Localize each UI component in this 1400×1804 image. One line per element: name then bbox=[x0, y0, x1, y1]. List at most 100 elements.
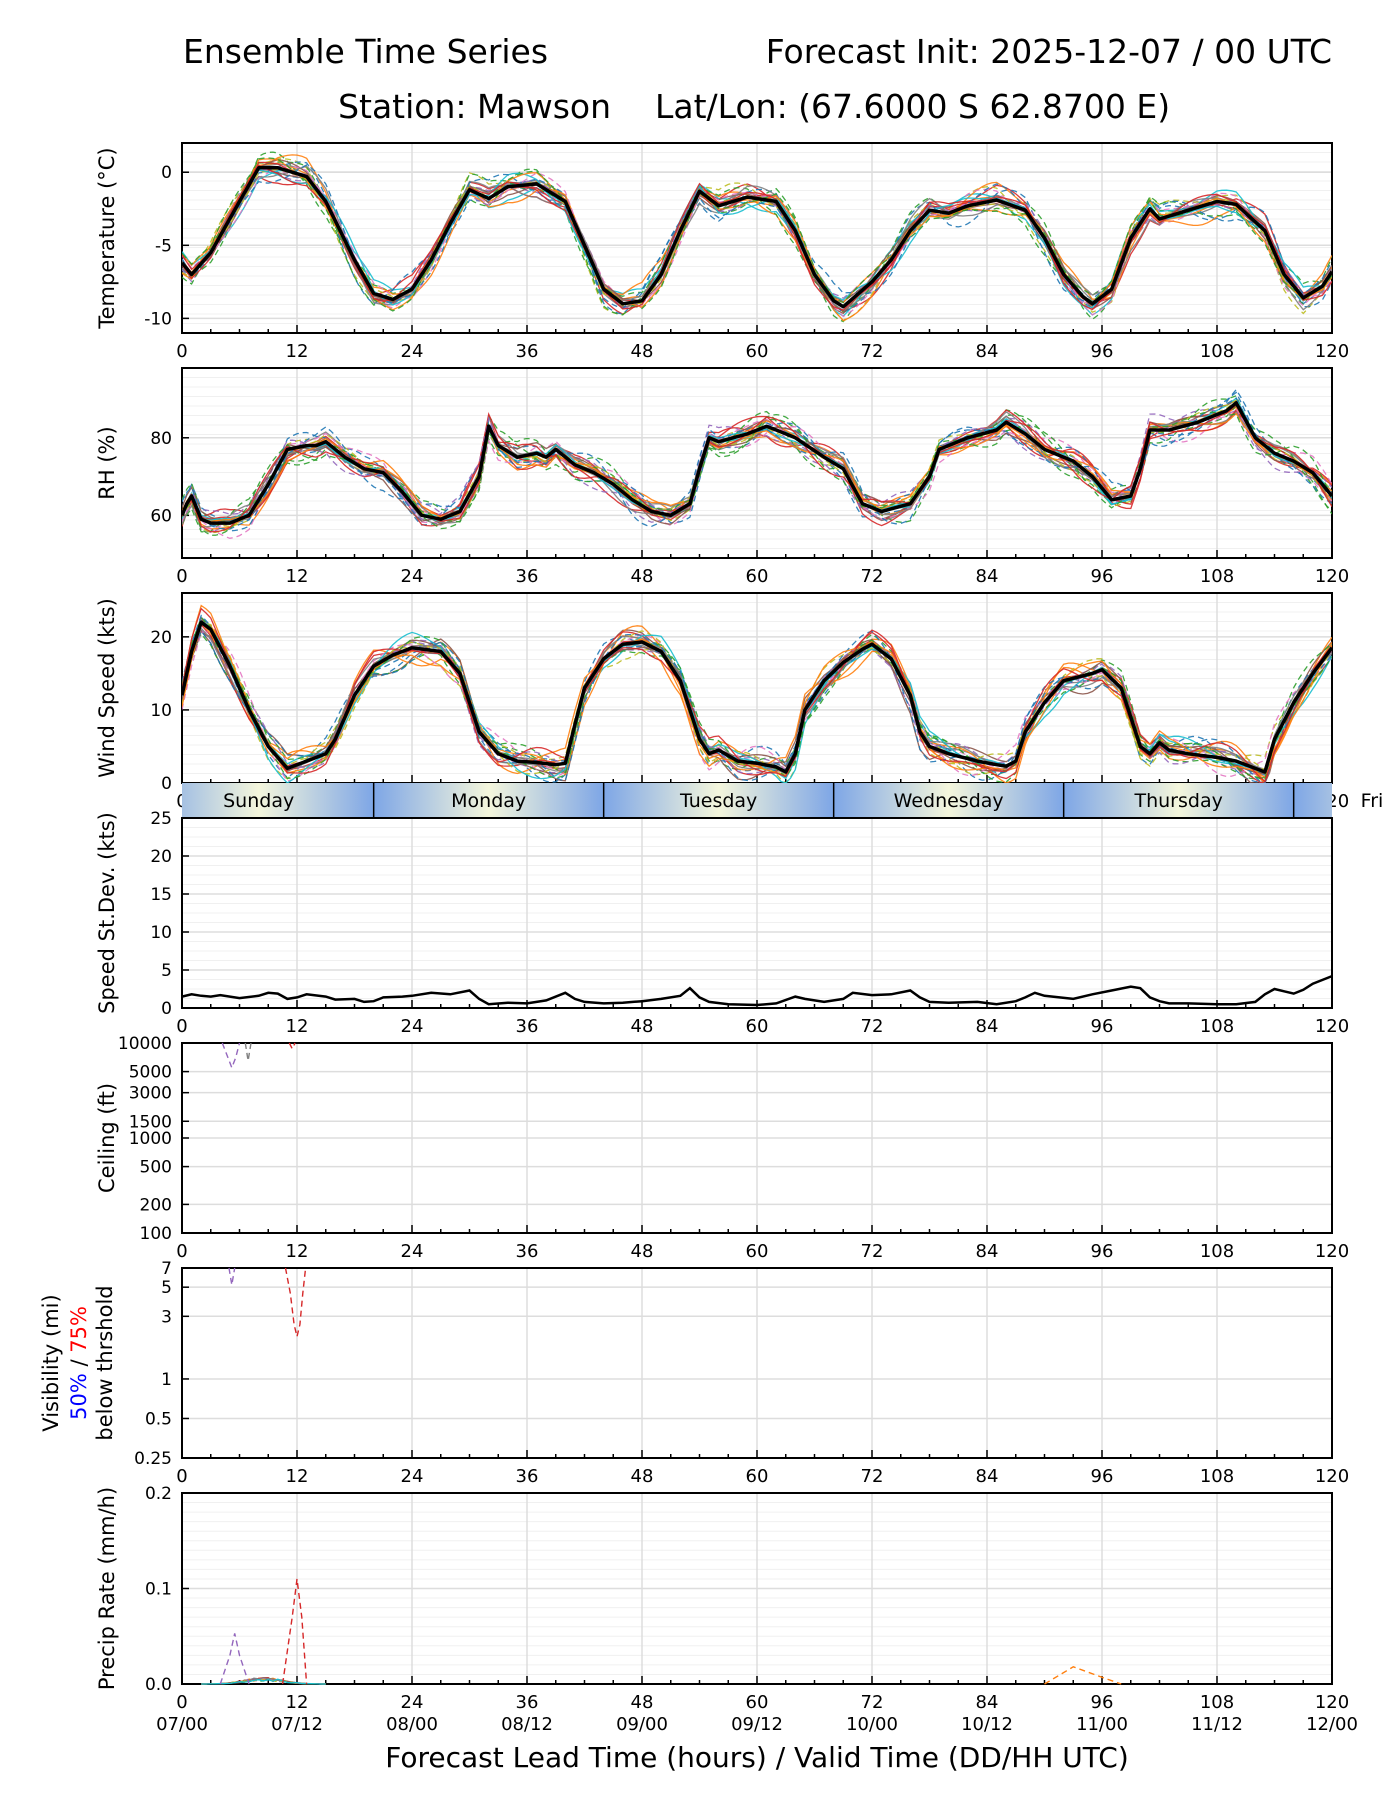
visibility-xtick-label: 108 bbox=[1200, 1466, 1234, 1487]
day-band-cell bbox=[1063, 783, 1294, 818]
ceiling-xtick-label: 0 bbox=[176, 1241, 187, 1262]
visibility-xtick-label: 96 bbox=[1091, 1466, 1114, 1487]
rh-xtick-label: 24 bbox=[401, 566, 424, 587]
wind_speed-member-line bbox=[182, 632, 1332, 783]
temperature-xtick-label: 72 bbox=[861, 341, 884, 362]
temperature-ytick-label: -5 bbox=[155, 236, 172, 256]
visibility-ylabel-pct: 50% / 75% bbox=[67, 1306, 91, 1420]
ceiling-ytick-label: 10000 bbox=[118, 1034, 172, 1054]
rh-ytick-label: 60 bbox=[150, 506, 172, 526]
precip-ytick-label: 0.1 bbox=[145, 1580, 172, 1600]
wind_speed-axes: 0102001224364860728496108120 bbox=[150, 592, 1349, 812]
temperature-xtick-label: 24 bbox=[401, 341, 424, 362]
rh-series bbox=[182, 388, 1332, 539]
latlon-label: Lat/Lon: (67.6000 S 62.8700 E) bbox=[655, 87, 1170, 126]
rh-ylabel: RH (%) bbox=[95, 426, 119, 499]
precip-xdate-label: 10/00 bbox=[846, 1714, 898, 1735]
precip-ylabel: Precip Rate (mm/h) bbox=[95, 1487, 119, 1690]
rh-member-line bbox=[182, 399, 1332, 528]
precip-xdate-label: 12/00 bbox=[1306, 1714, 1358, 1735]
temperature-member-line bbox=[182, 151, 1332, 323]
ceiling-ytick-label: 200 bbox=[140, 1195, 172, 1215]
temperature-ylabel: Temperature (°C) bbox=[95, 147, 119, 329]
precip-spike-line bbox=[219, 1633, 250, 1685]
wind_speed-member-line bbox=[182, 630, 1332, 780]
visibility-ylabel: Visibility (mi) bbox=[39, 1294, 63, 1431]
ceiling-xtick-label: 96 bbox=[1091, 1241, 1114, 1262]
ceiling-xtick-label: 60 bbox=[746, 1241, 769, 1262]
temperature-member-line bbox=[182, 161, 1332, 316]
speed_stdev-xtick-label: 0 bbox=[176, 1016, 187, 1037]
precip-xdate-label: 08/12 bbox=[501, 1714, 553, 1735]
rh-ytick-label: 80 bbox=[150, 429, 172, 449]
ceiling-member-line bbox=[221, 1042, 241, 1070]
visibility-xtick-label: 12 bbox=[286, 1466, 309, 1487]
speed_stdev-xtick-label: 120 bbox=[1315, 1016, 1349, 1037]
ceiling-ytick-label: 500 bbox=[140, 1158, 172, 1178]
rh-xtick-label: 72 bbox=[861, 566, 884, 587]
speed_stdev-xtick-label: 48 bbox=[631, 1016, 654, 1037]
station-label: Station: Mawson bbox=[338, 87, 611, 126]
speed_stdev-xtick-label: 72 bbox=[861, 1016, 884, 1037]
precip-xdate-label: 11/00 bbox=[1076, 1714, 1128, 1735]
ceiling-ytick-label: 5000 bbox=[129, 1063, 172, 1083]
day-band-cell bbox=[603, 783, 834, 818]
day-label-sunday: Sunday bbox=[223, 790, 294, 812]
visibility-ytick-label: 5 bbox=[161, 1278, 172, 1298]
temperature-xtick-label: 108 bbox=[1200, 341, 1234, 362]
precip-xtick-label: 120 bbox=[1315, 1692, 1349, 1713]
visibility-member-line bbox=[284, 1267, 307, 1337]
precip-xdate-label: 08/00 bbox=[386, 1714, 438, 1735]
rh-member-line bbox=[182, 402, 1332, 539]
temperature-xtick-label: 48 bbox=[631, 341, 654, 362]
wind_speed-member-line bbox=[182, 623, 1332, 783]
vis-50-label: 50% bbox=[67, 1373, 91, 1420]
wind_speed-member-line bbox=[182, 629, 1332, 783]
ceiling-xtick-label: 12 bbox=[286, 1241, 309, 1262]
day-label-wednesday: Wednesday bbox=[894, 790, 1004, 812]
precip-xtick-label: 72 bbox=[861, 1692, 884, 1713]
precip-xtick-label: 12 bbox=[286, 1692, 309, 1713]
precip-spike-line bbox=[1044, 1666, 1122, 1685]
day-label-thursday: Thursday bbox=[1133, 790, 1222, 812]
precip-xtick-label: 96 bbox=[1091, 1692, 1114, 1713]
rh-xtick-label: 48 bbox=[631, 566, 654, 587]
day-band-cell bbox=[833, 783, 1064, 818]
visibility-xtick-label: 60 bbox=[746, 1466, 769, 1487]
temperature-ytick-label: 0 bbox=[161, 163, 172, 183]
day-band-cell bbox=[182, 783, 374, 818]
rh-xtick-label: 60 bbox=[746, 566, 769, 587]
rh-xtick-label: 96 bbox=[1091, 566, 1114, 587]
day-label-monday: Monday bbox=[451, 790, 526, 812]
speed_stdev-ytick-label: 10 bbox=[150, 923, 172, 943]
speed_stdev-xtick-label: 96 bbox=[1091, 1016, 1114, 1037]
wind_speed-member-line bbox=[182, 618, 1332, 783]
precip-xtick-label: 24 bbox=[401, 1692, 424, 1713]
title-right: Forecast Init: 2025-12-07 / 00 UTC bbox=[766, 32, 1332, 71]
wind_speed-ytick-label: 10 bbox=[150, 701, 172, 721]
rh-xtick-label: 108 bbox=[1200, 566, 1234, 587]
ceiling-xtick-label: 108 bbox=[1200, 1241, 1234, 1262]
precip-xdate-label: 09/00 bbox=[616, 1714, 668, 1735]
rh-xtick-label: 12 bbox=[286, 566, 309, 587]
speed_stdev-ytick-label: 25 bbox=[150, 809, 172, 829]
speed_stdev-ytick-label: 15 bbox=[150, 885, 172, 905]
precip-xtick-label: 108 bbox=[1200, 1692, 1234, 1713]
precip-xtick-label: 84 bbox=[976, 1692, 999, 1713]
precip-ytick-label: 0.2 bbox=[145, 1484, 172, 1504]
ceiling-xtick-label: 48 bbox=[631, 1241, 654, 1262]
temperature-xtick-label: 96 bbox=[1091, 341, 1114, 362]
precip-xdate-label: 11/12 bbox=[1191, 1714, 1243, 1735]
temperature-xtick-label: 36 bbox=[516, 341, 539, 362]
precip-ytick-label: 0.0 bbox=[145, 1675, 172, 1695]
precip-xdate-label: 07/00 bbox=[156, 1714, 208, 1735]
stdev-line bbox=[181, 974, 1333, 1007]
wind_speed-mean-line bbox=[182, 620, 1332, 774]
temperature-ytick-label: -10 bbox=[144, 309, 172, 329]
precip-xdate-label: 10/12 bbox=[961, 1714, 1013, 1735]
ceiling-xtick-label: 72 bbox=[861, 1241, 884, 1262]
speed_stdev-xtick-label: 108 bbox=[1200, 1016, 1234, 1037]
precip-xtick-label: 0 bbox=[176, 1692, 187, 1713]
speed_stdev-ytick-label: 20 bbox=[150, 847, 172, 867]
